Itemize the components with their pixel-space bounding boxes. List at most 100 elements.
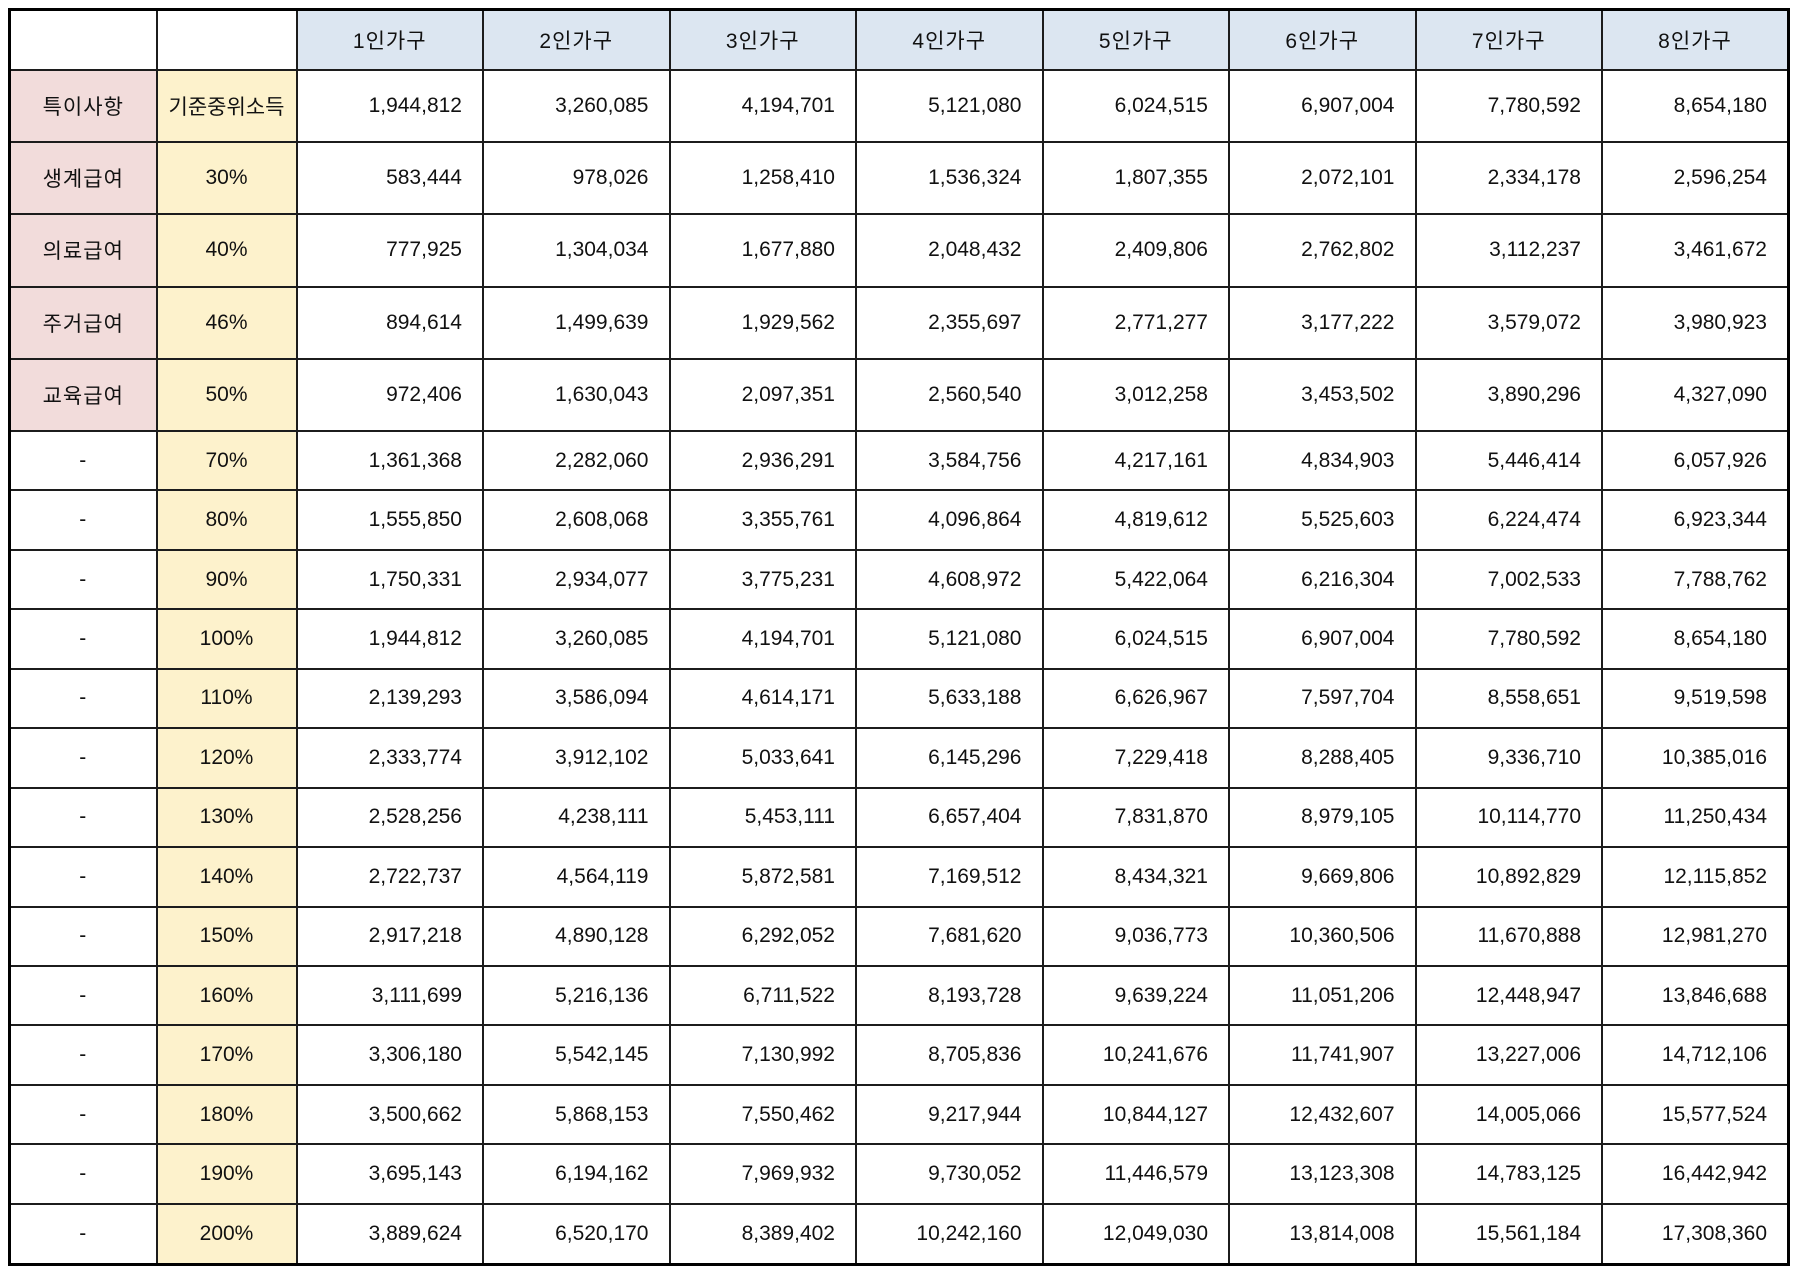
value-cell: 3,889,624 — [295, 1202, 484, 1266]
column-header-household-2: 2인가구 — [482, 8, 671, 71]
value-cell: 15,577,524 — [1601, 1083, 1790, 1146]
value-cell: 6,024,515 — [1041, 68, 1230, 144]
value-cell: 3,012,258 — [1041, 357, 1230, 432]
value-cell: 2,333,774 — [295, 727, 484, 789]
value-cell: 8,558,651 — [1414, 667, 1603, 730]
value-cell: 15,561,184 — [1414, 1202, 1603, 1266]
value-cell: 5,033,641 — [668, 727, 857, 789]
value-cell: 6,907,004 — [1228, 608, 1417, 670]
value-cell: 5,525,603 — [1228, 489, 1417, 551]
value-cell: 7,002,533 — [1414, 548, 1603, 611]
value-cell: 2,528,256 — [295, 786, 484, 849]
value-cell: 8,979,105 — [1228, 786, 1417, 849]
category-cell: 생계급여 — [8, 141, 158, 216]
value-cell: 5,216,136 — [482, 965, 671, 1027]
value-cell: 3,260,085 — [482, 68, 671, 144]
category-cell: - — [8, 1083, 158, 1146]
value-cell: 3,355,761 — [668, 489, 857, 551]
category-cell: - — [8, 965, 158, 1027]
value-cell: 1,258,410 — [668, 141, 857, 216]
value-cell: 9,217,944 — [855, 1083, 1044, 1146]
value-cell: 5,446,414 — [1414, 429, 1603, 492]
value-cell: 3,579,072 — [1414, 285, 1603, 360]
table-row: -160% 3,111,699 5,216,136 6,711,522 8,193,72… — [8, 965, 1790, 1027]
value-cell: 2,282,060 — [482, 429, 671, 492]
value-cell: 5,453,111 — [668, 786, 857, 849]
value-cell: 5,872,581 — [668, 846, 857, 908]
value-cell: 2,072,101 — [1228, 141, 1417, 216]
rate-cell: 70% — [155, 429, 298, 492]
column-header-household-3: 3인가구 — [668, 8, 857, 71]
category-cell: 특이사항 — [8, 68, 158, 144]
category-cell: - — [8, 786, 158, 849]
rate-cell: 180% — [155, 1083, 298, 1146]
value-cell: 4,614,171 — [668, 667, 857, 730]
value-cell: 7,831,870 — [1041, 786, 1230, 849]
value-cell: 13,846,688 — [1601, 965, 1790, 1027]
value-cell: 777,925 — [295, 213, 484, 288]
value-cell: 14,783,125 — [1414, 1143, 1603, 1205]
rate-cell: 46% — [155, 285, 298, 360]
value-cell: 3,695,143 — [295, 1143, 484, 1205]
value-cell: 2,596,254 — [1601, 141, 1790, 216]
value-cell: 3,584,756 — [855, 429, 1044, 492]
value-cell: 4,819,612 — [1041, 489, 1230, 551]
value-cell: 5,121,080 — [855, 608, 1044, 670]
value-cell: 4,834,903 — [1228, 429, 1417, 492]
value-cell: 14,712,106 — [1601, 1024, 1790, 1086]
table-row: -130% 2,528,256 4,238,111 5,453,111 6,657,40… — [8, 786, 1790, 849]
value-cell: 2,608,068 — [482, 489, 671, 551]
rate-cell: 130% — [155, 786, 298, 849]
category-cell: - — [8, 1024, 158, 1086]
column-header-household-7: 7인가구 — [1414, 8, 1603, 71]
value-cell: 6,657,404 — [855, 786, 1044, 849]
table-row: -140% 2,722,737 4,564,119 5,872,581 7,169,51… — [8, 846, 1790, 908]
value-cell: 7,597,704 — [1228, 667, 1417, 730]
value-cell: 583,444 — [295, 141, 484, 216]
value-cell: 7,780,592 — [1414, 608, 1603, 670]
value-cell: 7,681,620 — [855, 905, 1044, 968]
column-header-household-1: 1인가구 — [295, 8, 484, 71]
value-cell: 1,944,812 — [295, 68, 484, 144]
value-cell: 2,139,293 — [295, 667, 484, 730]
value-cell: 8,654,180 — [1601, 68, 1790, 144]
value-cell: 1,630,043 — [482, 357, 671, 432]
value-cell: 1,304,034 — [482, 213, 671, 288]
column-header-household-4: 4인가구 — [855, 8, 1044, 71]
value-cell: 3,980,923 — [1601, 285, 1790, 360]
rate-cell: 190% — [155, 1143, 298, 1205]
rate-cell: 80% — [155, 489, 298, 551]
category-cell: - — [8, 727, 158, 789]
value-cell: 7,229,418 — [1041, 727, 1230, 789]
value-cell: 7,780,592 — [1414, 68, 1603, 144]
value-cell: 7,969,932 — [668, 1143, 857, 1205]
value-cell: 11,051,206 — [1228, 965, 1417, 1027]
value-cell: 8,288,405 — [1228, 727, 1417, 789]
value-cell: 1,944,812 — [295, 608, 484, 670]
value-cell: 9,336,710 — [1414, 727, 1603, 789]
table-row: -170% 3,306,180 5,542,145 7,130,992 8,705,83… — [8, 1024, 1790, 1086]
rate-cell: 100% — [155, 608, 298, 670]
rate-cell: 30% — [155, 141, 298, 216]
value-cell: 6,626,967 — [1041, 667, 1230, 730]
value-cell: 12,049,030 — [1041, 1202, 1230, 1266]
value-cell: 6,520,170 — [482, 1202, 671, 1266]
value-cell: 2,355,697 — [855, 285, 1044, 360]
value-cell: 1,929,562 — [668, 285, 857, 360]
category-cell: 교육급여 — [8, 357, 158, 432]
value-cell: 2,409,806 — [1041, 213, 1230, 288]
table-header: 1인가구 2인가구 3인가구 4인가구 5인가구 6인가구 7인가구 8인가구 — [8, 8, 1790, 71]
value-cell: 4,327,090 — [1601, 357, 1790, 432]
category-cell: - — [8, 548, 158, 611]
rate-cell: 120% — [155, 727, 298, 789]
category-cell: - — [8, 846, 158, 908]
value-cell: 10,360,506 — [1228, 905, 1417, 968]
rate-cell: 140% — [155, 846, 298, 908]
value-cell: 3,586,094 — [482, 667, 671, 730]
value-cell: 7,130,992 — [668, 1024, 857, 1086]
table-row: 주거급여 46% 894,614 1,499,639 1,929,562 2,355,69… — [8, 285, 1790, 360]
value-cell: 12,432,607 — [1228, 1083, 1417, 1146]
value-cell: 3,453,502 — [1228, 357, 1417, 432]
value-cell: 10,892,829 — [1414, 846, 1603, 908]
value-cell: 1,555,850 — [295, 489, 484, 551]
